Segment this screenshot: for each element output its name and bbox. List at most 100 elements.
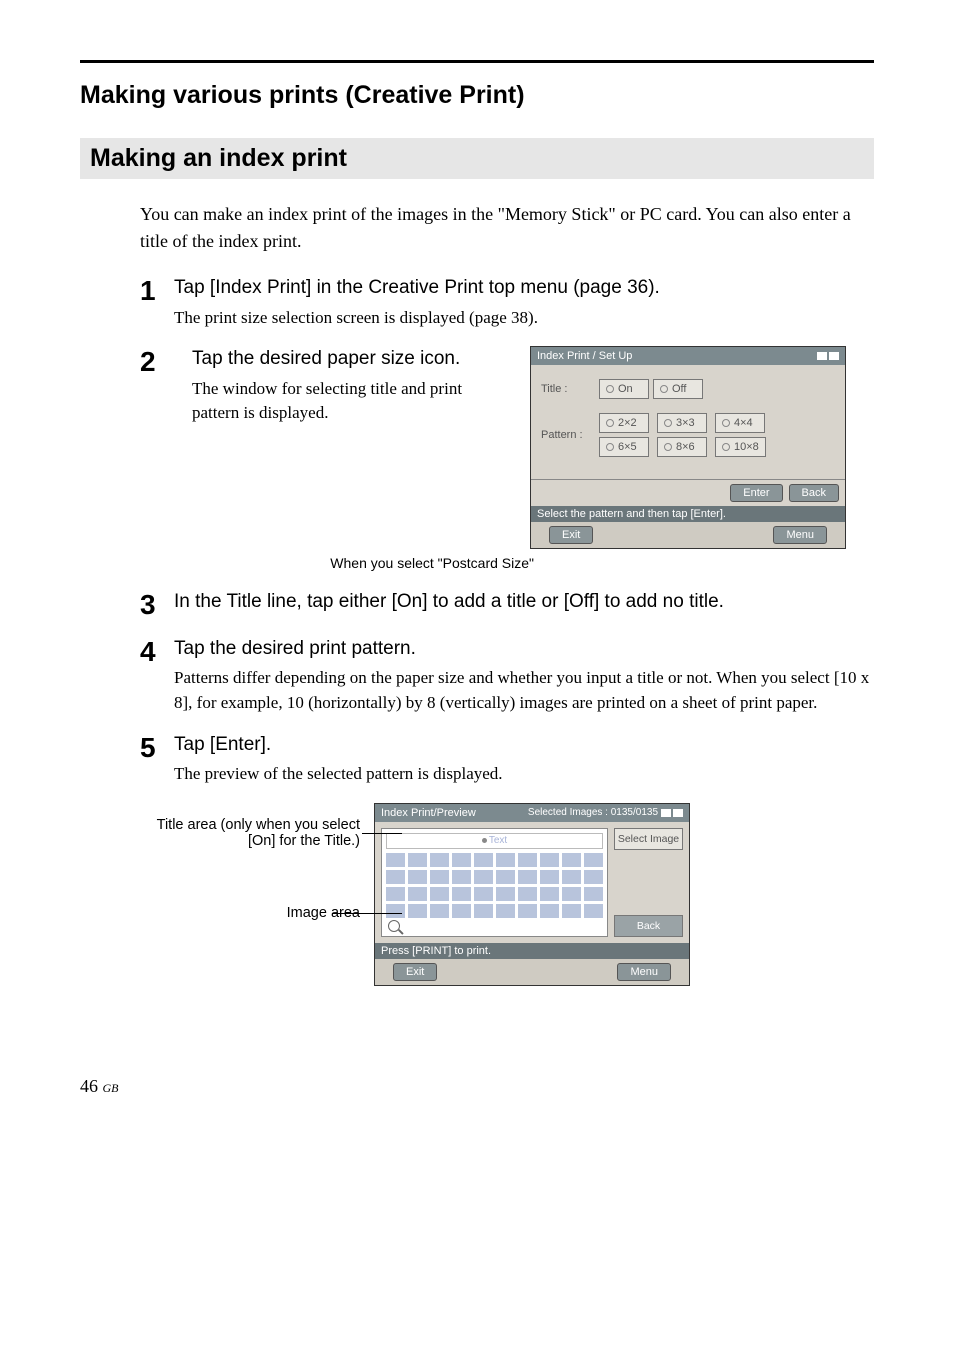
grid-cell <box>584 853 603 867</box>
step-description: Patterns differ depending on the paper s… <box>174 666 874 715</box>
exit-button[interactable]: Exit <box>549 526 593 544</box>
status-bar: Select the pattern and then tap [Enter]. <box>531 506 845 522</box>
grid-cell <box>386 904 405 918</box>
mock-title-text: Index Print / Set Up <box>537 350 632 362</box>
mock-titlebar: Index Print / Set Up <box>531 347 845 365</box>
grid-cell <box>408 870 427 884</box>
title-label: Title : <box>541 383 599 395</box>
step-heading: Tap [Enter]. <box>174 732 874 759</box>
grid-cell <box>386 887 405 901</box>
grid-cell <box>584 904 603 918</box>
status-bar: Press [PRINT] to print. <box>375 943 689 959</box>
grid-cell <box>452 887 471 901</box>
grid-cell <box>562 853 581 867</box>
step-2: 2 Tap the desired paper size icon. The w… <box>140 346 874 549</box>
grid-cell <box>540 904 559 918</box>
mock-titlebar: Index Print/Preview Selected Images : 01… <box>375 804 689 822</box>
menu-button[interactable]: Menu <box>773 526 827 544</box>
step-number: 3 <box>140 589 174 620</box>
grid-cell <box>562 870 581 884</box>
grid-cell <box>540 870 559 884</box>
grid-cell <box>584 887 603 901</box>
grid-cell <box>496 870 515 884</box>
pattern-6x5-button[interactable]: 6×5 <box>599 437 649 457</box>
step-heading: In the Title line, tap either [On] to ad… <box>174 589 874 616</box>
grid-cell <box>474 904 493 918</box>
step-heading: Tap the desired print pattern. <box>174 636 874 663</box>
mock-title-text: Index Print/Preview <box>381 807 476 819</box>
grid-cell <box>430 887 449 901</box>
step-5: 5 Tap [Enter]. The preview of the select… <box>140 732 874 787</box>
step-4: 4 Tap the desired print pattern. Pattern… <box>140 636 874 716</box>
step-number: 5 <box>140 732 174 787</box>
pattern-label: Pattern : <box>541 429 599 441</box>
grid-cell <box>408 887 427 901</box>
pattern-2x2-button[interactable]: 2×2 <box>599 413 649 433</box>
grid-cell <box>386 870 405 884</box>
pattern-row: Pattern : 2×2 3×3 4×4 6×5 8×6 10×8 <box>541 413 835 457</box>
step-number: 4 <box>140 636 174 716</box>
pattern-3x3-button[interactable]: 3×3 <box>657 413 707 433</box>
preview-screenshot: Index Print/Preview Selected Images : 01… <box>374 803 690 986</box>
selected-images-text: Selected Images : 0135/0135 <box>528 807 658 818</box>
preview-annotation: Title area (only when you select [On] fo… <box>140 803 874 986</box>
grid-cell <box>430 853 449 867</box>
grid-cell <box>540 887 559 901</box>
grid-cell <box>518 887 537 901</box>
grid-cell <box>430 870 449 884</box>
title-slot[interactable]: Text <box>386 833 603 849</box>
step-description: The preview of the selected pattern is d… <box>174 762 874 787</box>
select-image-button[interactable]: Select Image <box>614 828 683 850</box>
pattern-4x4-button[interactable]: 4×4 <box>715 413 765 433</box>
image-area-annotation: Image area <box>140 905 360 921</box>
back-button[interactable]: Back <box>789 484 839 502</box>
chapter-title: Making various prints (Creative Print) <box>80 81 874 110</box>
step-1: 1 Tap [Index Print] in the Creative Prin… <box>140 275 874 330</box>
exit-button[interactable]: Exit <box>393 963 437 981</box>
grid-cell <box>474 870 493 884</box>
grid-cell <box>408 853 427 867</box>
step-description: The print size selection screen is displ… <box>174 306 874 331</box>
grid-cell <box>474 887 493 901</box>
image-grid <box>386 853 603 918</box>
section-title: Making an index print <box>80 138 874 179</box>
grid-cell <box>518 870 537 884</box>
title-on-button[interactable]: On <box>599 379 649 399</box>
card-icons <box>817 352 839 360</box>
grid-cell <box>518 904 537 918</box>
page-number: 46 GB <box>80 1076 874 1097</box>
intro-paragraph: You can make an index print of the image… <box>140 201 874 255</box>
postcard-caption: When you select "Postcard Size" <box>80 555 534 571</box>
grid-cell <box>474 853 493 867</box>
grid-cell <box>518 853 537 867</box>
step-number: 1 <box>140 275 174 330</box>
menu-button[interactable]: Menu <box>617 963 671 981</box>
title-area-annotation: Title area (only when you select [On] fo… <box>140 817 360 849</box>
pattern-10x8-button[interactable]: 10×8 <box>715 437 766 457</box>
grid-cell <box>584 870 603 884</box>
grid-cell <box>496 853 515 867</box>
title-off-button[interactable]: Off <box>653 379 703 399</box>
top-rule <box>80 60 874 63</box>
grid-cell <box>452 853 471 867</box>
grid-cell <box>430 904 449 918</box>
grid-cell <box>562 887 581 901</box>
magnifier-icon <box>388 920 400 932</box>
pattern-8x6-button[interactable]: 8×6 <box>657 437 707 457</box>
step-3: 3 In the Title line, tap either [On] to … <box>140 589 874 620</box>
enter-button[interactable]: Enter <box>730 484 782 502</box>
setup-screenshot: Index Print / Set Up Title : On Off Patt… <box>530 346 846 549</box>
grid-cell <box>386 853 405 867</box>
grid-cell <box>562 904 581 918</box>
grid-cell <box>452 870 471 884</box>
preview-area: Text <box>381 828 608 937</box>
title-row: Title : On Off <box>541 379 835 399</box>
grid-cell <box>408 904 427 918</box>
grid-cell <box>452 904 471 918</box>
back-button[interactable]: Back <box>614 915 683 937</box>
step-number: 2 <box>140 346 174 549</box>
grid-cell <box>540 853 559 867</box>
grid-cell <box>496 904 515 918</box>
step-heading: Tap the desired paper size icon. <box>192 346 512 373</box>
step-description: The window for selecting title and print… <box>192 377 512 426</box>
